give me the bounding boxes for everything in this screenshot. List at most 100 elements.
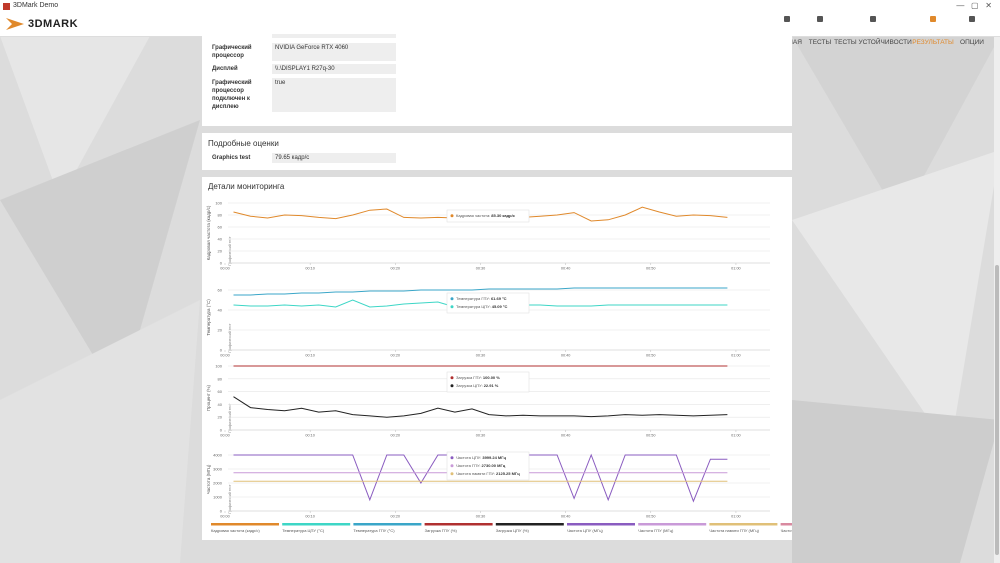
y-tick-label: 40 xyxy=(218,402,223,407)
tooltip-label: Температура ЦПУ: xyxy=(456,304,491,309)
y-tick-label: 60 xyxy=(218,288,223,293)
y-tick-label: 80 xyxy=(218,213,223,218)
x-tick-label: 00:50 xyxy=(646,267,656,271)
logo-icon xyxy=(6,18,24,30)
tooltip-dot xyxy=(450,384,454,388)
tooltip-label: Температура ГПУ: xyxy=(456,296,490,301)
tooltip-value: 3999.24 МГц xyxy=(482,455,506,460)
info-label: Графический процессор xyxy=(212,45,252,59)
tooltip xyxy=(446,371,530,393)
nav-icon xyxy=(969,16,975,22)
x-tick-label: 00:20 xyxy=(391,515,401,519)
tooltip-dot xyxy=(450,214,454,218)
info-label: Дисплей xyxy=(212,66,238,72)
nav-item[interactable]: РЕЗУЛЬТАТЫ xyxy=(912,39,954,46)
info-value: \\.\DISPLAY1 R27q-30 xyxy=(272,64,396,74)
y-axis-label: Кадровая частота (кадр/с) xyxy=(206,205,211,260)
graphics-test-label: Графический тест xyxy=(228,484,232,514)
x-tick-label: 00:40 xyxy=(561,434,571,438)
nav-item[interactable]: ТЕСТЫ xyxy=(808,39,832,46)
legend-label: Частота ЦПУ (МГц) xyxy=(781,528,792,533)
legend-label: Температура ЦПУ (°C) xyxy=(282,528,325,533)
x-tick-label: 00:00 xyxy=(220,515,230,519)
tooltip-dot xyxy=(450,472,454,476)
legend-swatch xyxy=(709,523,778,526)
system-info-panel: Графический процессор NVIDIA GeForce RTX … xyxy=(202,34,792,126)
nav-icon xyxy=(870,16,876,22)
x-tick-label: 01:00 xyxy=(731,267,741,271)
window-controls[interactable]: — ▢ ✕ xyxy=(956,1,992,10)
y-tick-label: 20 xyxy=(218,249,223,254)
legend-label: Загрузка ЦПУ (%) xyxy=(496,528,530,533)
tooltip-dot xyxy=(450,464,454,468)
monitoring-charts: Кадровая частота (кадр/с) Графический тес… xyxy=(206,201,792,533)
y-tick-label: 1000 xyxy=(213,495,223,500)
nav-item[interactable]: ТЕСТЫ УСТОЙЧИВОСТИ xyxy=(834,39,912,46)
scores-panel: Подробные оценки Graphics test 79.65 кадр… xyxy=(202,133,792,170)
y-tick-label: 0 xyxy=(220,428,223,433)
tooltip-value: 45.09 °C xyxy=(492,304,508,309)
logo: 3DMARK xyxy=(28,18,79,30)
tooltip-label: Загрузка ГПУ: xyxy=(456,375,482,380)
y-tick-label: 3000 xyxy=(213,467,223,472)
legend-label: Температура ГПУ (°C) xyxy=(353,528,395,533)
tooltip-dot xyxy=(450,456,454,460)
x-tick-label: 00:10 xyxy=(305,515,315,519)
score-label: Graphics test xyxy=(212,155,251,161)
info-value xyxy=(272,34,396,38)
x-tick-label: 00:00 xyxy=(220,354,230,358)
legend-swatch xyxy=(780,523,792,526)
section-title: Подробные оценки xyxy=(208,139,279,148)
nav-item[interactable]: ОПЦИИ xyxy=(960,39,984,46)
legend-swatch xyxy=(353,523,422,526)
y-tick-label: 80 xyxy=(218,376,223,381)
title-bar: 3DMark Demo — ▢ ✕ xyxy=(0,0,1000,14)
x-tick-label: 00:30 xyxy=(476,354,486,358)
monitoring-panel: Детали мониторинга Кадровая частота (кад… xyxy=(202,177,792,540)
y-tick-label: 0 xyxy=(220,348,223,353)
x-tick-label: 00:40 xyxy=(561,267,571,271)
tooltip-value: 2730.00 МГц xyxy=(482,463,506,468)
y-tick-label: 60 xyxy=(218,389,223,394)
y-tick-label: 20 xyxy=(218,328,223,333)
tooltip-label: Загрузка ЦПУ: xyxy=(456,383,483,388)
y-tick-label: 40 xyxy=(218,308,223,313)
x-tick-label: 00:10 xyxy=(305,354,315,358)
legend-swatch xyxy=(211,523,279,526)
legend-label: Частота памяти ГПУ (МГц) xyxy=(709,528,759,533)
tooltip-label: Частота ЦПУ: xyxy=(456,455,481,460)
y-axis-label: Температура (°C) xyxy=(206,299,211,336)
legend-label: Кадровая частота (кадр/с) xyxy=(211,528,260,533)
x-tick-label: 00:00 xyxy=(220,267,230,271)
tooltip-value: 100.00 % xyxy=(483,375,500,380)
x-tick-label: 00:30 xyxy=(476,515,486,519)
tooltip-label: Частота ГПУ: xyxy=(456,463,481,468)
x-tick-label: 00:40 xyxy=(561,354,571,358)
tooltip-dot xyxy=(450,376,454,380)
tooltip-dot xyxy=(450,297,454,301)
graphics-test-label: Графический тест xyxy=(228,403,232,433)
tooltip xyxy=(446,451,530,481)
legend-label: Частота ГПУ (МГц) xyxy=(638,528,674,533)
window-title: 3DMark Demo xyxy=(13,2,59,9)
legend-swatch xyxy=(495,523,564,526)
y-tick-label: 4000 xyxy=(213,453,223,458)
score-value: 79.65 кадр/с xyxy=(272,153,396,163)
tooltip-dot xyxy=(450,305,454,309)
tooltip-value: 85.30 кадр/с xyxy=(491,213,515,218)
info-value: NVIDIA GeForce RTX 4060 xyxy=(272,43,396,61)
graphics-test-label: Графический тест xyxy=(228,323,232,353)
legend-swatch xyxy=(638,523,707,526)
header: 3DMARK ГЛАВНАЯТЕСТЫТЕСТЫ УСТОЙЧИВОСТИРЕЗ… xyxy=(0,14,1000,46)
tooltip xyxy=(446,209,530,223)
y-tick-label: 0 xyxy=(220,261,223,266)
legend-swatch xyxy=(567,523,635,526)
series-line xyxy=(233,396,728,418)
y-tick-label: 100 xyxy=(215,364,222,369)
y-tick-label: 40 xyxy=(218,237,223,242)
tooltip-value: 22.91 % xyxy=(484,383,499,388)
x-tick-label: 00:50 xyxy=(646,354,656,358)
tooltip xyxy=(446,292,530,314)
x-tick-label: 00:20 xyxy=(391,267,401,271)
